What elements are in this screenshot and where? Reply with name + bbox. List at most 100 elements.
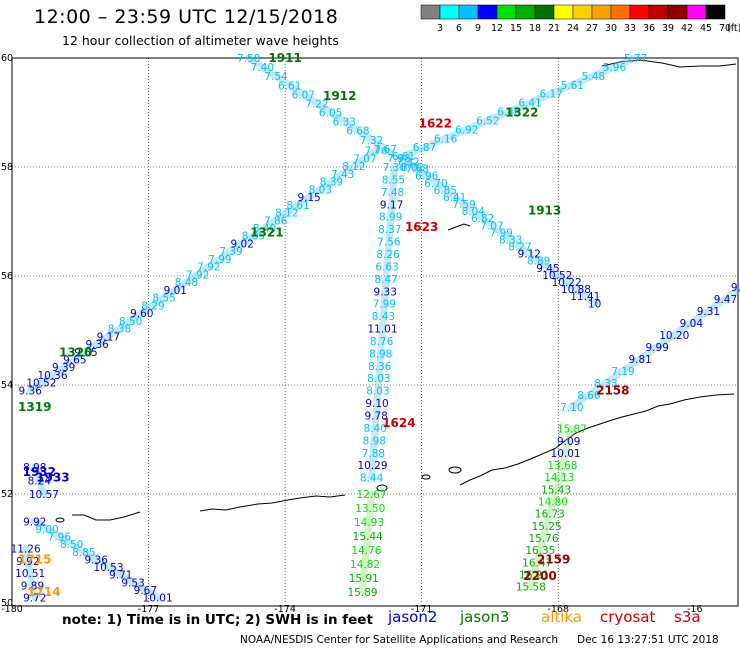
wave-height-value: 12.67 (357, 489, 387, 501)
wave-height-value: 8.02 (401, 162, 424, 174)
wave-height-value: 8.48 (175, 277, 198, 289)
color-scale-label: 24 (567, 23, 579, 34)
wave-height-value: 9.81 (628, 354, 651, 366)
wave-height-value: 15.89 (347, 587, 377, 599)
color-scale-swatch (420, 4, 441, 20)
wave-height-value: 6.17 (539, 89, 562, 101)
satellite-legend-row: note: 1) Time is in UTC; 2) SWH is in fe… (0, 608, 740, 634)
wave-height-value: 7.76 (364, 146, 388, 158)
lon-label: -16 (687, 604, 703, 615)
wave-height-value: 6.41 (443, 192, 466, 204)
wave-height-value: 6.96 (415, 171, 439, 183)
lon-label: -174 (274, 604, 296, 615)
wave-height-value: 9.10 (365, 398, 388, 410)
color-scale-legend: 3 6 9 12 15 18 21 24 27 30 33 36 39 42 45 70(ft) (420, 4, 740, 34)
wave-height-value: 8.33 (499, 234, 522, 246)
color-scale-label: 9 (475, 23, 481, 34)
wave-height-value: 8.39 (320, 177, 343, 189)
track-line (31, 463, 48, 498)
satellite-altika: altika (541, 608, 583, 626)
wave-height-value: 7.96 (48, 532, 72, 544)
track-line (26, 147, 380, 394)
wave-height-value: 7.48 (381, 187, 404, 199)
wave-height-value: 7.32 (360, 135, 383, 147)
small-island (376, 484, 388, 492)
pass-time-label: 1622 (419, 116, 452, 130)
wave-height-value: 8.03 (309, 184, 332, 196)
wave-height-value: 16.35 (525, 545, 555, 557)
track-northwest: 7.587.407.546.616.077.226.056.336.687.32… (237, 53, 424, 174)
wave-height-value: 9.04 (680, 318, 704, 330)
st-matthew-island (447, 223, 471, 231)
satellite-cryosat: cryosat (600, 608, 656, 626)
wave-height-value: 10 (588, 298, 601, 310)
color-scale-swatch (591, 4, 612, 20)
lat-label: 58 (1, 162, 13, 173)
wave-height-value: 8.12 (275, 208, 298, 220)
pass-time-label: 1319 (18, 400, 51, 414)
wave-height-value: 15.58 (516, 582, 546, 594)
wave-height-value: 9.71 (109, 570, 132, 582)
wave-height-value: 14.76 (351, 545, 381, 557)
wave-height-value: 10.36 (37, 370, 67, 382)
wave-height-value: 7.40 (251, 62, 274, 74)
wave-height-value: 11.26 (11, 544, 41, 556)
color-scale-swatch (534, 4, 555, 20)
wave-height-value: 6.70 (424, 178, 447, 190)
wave-height-value: 9.33 (374, 286, 397, 298)
wave-height-value: 7.56 (377, 237, 401, 249)
track-line (245, 54, 417, 171)
wave-height-value: 6.68 (346, 126, 369, 138)
coastline (55, 59, 737, 523)
wave-height-value: 8.50 (119, 316, 142, 328)
color-scale-label: 6 (456, 23, 462, 34)
wave-height-value: 9.78 (364, 411, 387, 423)
wave-height-value: 8.85 (72, 547, 95, 559)
wave-height-value: 9.02 (231, 238, 254, 250)
wave-height-value: 9.01 (164, 285, 187, 297)
wave-height-value: 7.22 (305, 98, 328, 110)
wave-height-value: 8.03 (366, 386, 389, 398)
wave-height-value: 8.66 (577, 390, 601, 402)
wave-height-value: 15.25 (532, 521, 562, 533)
wave-height-value: 8.37 (378, 224, 401, 236)
wave-height-value: 15.43 (541, 484, 571, 496)
alaska-peninsula-coast (539, 393, 735, 456)
wave-height-value: 10.57 (29, 489, 59, 501)
page-title: 12:00 – 23:59 UTC 12/15/2018 (34, 6, 339, 28)
wave-height-value: 7.32 (396, 157, 419, 169)
wave-height-value: 6.82 (471, 213, 494, 225)
wave-height-value: 11.01 (367, 324, 397, 336)
wave-height-value: 8.26 (376, 249, 400, 261)
pass-time-label: 2159 (537, 552, 570, 566)
wave-height-value: 15.87 (557, 424, 587, 436)
color-scale-swatch (648, 4, 669, 20)
wave-height-value: 10.53 (93, 562, 123, 574)
track-central-south: 12.67 13.50 14.93 15.44 14.76 14.82 15.91 15.89 (347, 489, 386, 599)
color-scale-swatch (553, 4, 574, 20)
track-southeast: 7.327.686.966.706.856.417.598.046.827.07… (396, 157, 601, 311)
wave-height-value: 10.01 (551, 448, 581, 460)
wave-height-value: 8.38 (108, 324, 131, 336)
wave-height-value: 9.36 (85, 554, 109, 566)
wave-height-value: 7.36 (383, 162, 407, 174)
satellite-jason2: jason2 (388, 608, 438, 626)
wave-height-value: 10.52 (542, 270, 572, 282)
gridlines (12, 58, 738, 603)
wave-height-value: 8.36 (368, 361, 392, 373)
aleutian-chain-east (459, 454, 541, 486)
track-southwest: 9.929.007.968.508.859.3610.539.719.539.6… (23, 516, 173, 604)
wave-height-value: 9.00 (35, 524, 58, 536)
wave-height-value: 9.45 (536, 263, 559, 275)
track-west-diagonal: 9.3610.5210.369.399.659.559.369.178.388.… (19, 146, 389, 398)
color-scale-label: 39 (662, 23, 674, 34)
wave-height-value: 8.40 (253, 223, 276, 235)
wave-height-value: 9.67 (134, 585, 157, 597)
color-scale-label: 12 (491, 23, 503, 34)
north-coast (601, 59, 737, 68)
pass-time-label: 1321 (250, 225, 283, 239)
wave-height-value: 5.77 (624, 53, 647, 65)
aleutian-chain-west (199, 494, 346, 512)
track-line (527, 425, 576, 591)
